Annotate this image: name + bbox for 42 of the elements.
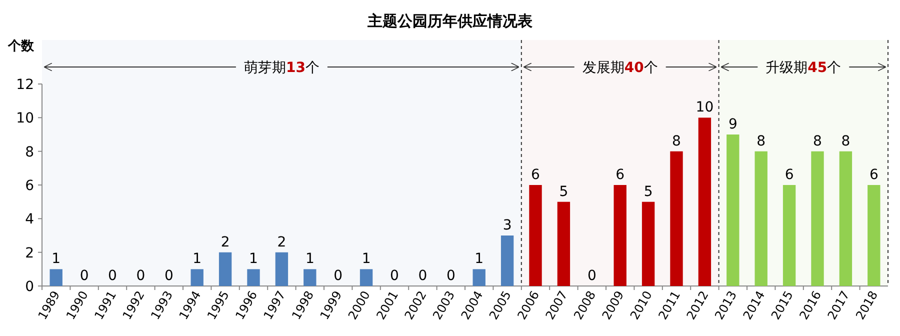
y-tick-label: 6 — [25, 178, 34, 194]
data-label: 8 — [841, 133, 850, 150]
data-label: 1 — [362, 251, 371, 268]
data-label: 0 — [164, 268, 174, 284]
y-axis-title: 个数 — [7, 39, 35, 54]
band-label: 萌芽期13个 — [244, 60, 320, 76]
band-label: 升级期45个 — [766, 60, 842, 76]
data-label: 10 — [696, 100, 714, 116]
y-tick-label: 8 — [25, 144, 34, 160]
data-label: 6 — [784, 167, 794, 183]
data-label: 9 — [728, 116, 738, 132]
data-label: 0 — [390, 268, 399, 284]
data-label: 0 — [446, 268, 456, 284]
data-label: 5 — [644, 184, 653, 200]
data-label: 0 — [418, 268, 428, 284]
data-label: 8 — [756, 133, 766, 150]
y-tick-label: 2 — [25, 245, 34, 262]
data-label: 0 — [136, 268, 146, 284]
data-label: 1 — [192, 251, 202, 268]
y-tick-label: 10 — [16, 110, 34, 127]
data-label: 6 — [616, 167, 625, 183]
chart-title: 主题公园历年供应情况表 — [366, 12, 534, 30]
data-label: 1 — [474, 251, 484, 268]
band-label: 发展期40个 — [582, 60, 658, 76]
y-tick-label: 12 — [16, 77, 34, 93]
data-label: 0 — [587, 268, 596, 284]
data-label: 1 — [52, 251, 61, 268]
data-label: 2 — [220, 234, 230, 250]
data-label: 0 — [108, 268, 117, 284]
data-label: 8 — [672, 133, 681, 150]
data-label: 1 — [249, 251, 258, 268]
y-tick-label: 4 — [25, 212, 34, 228]
data-label: 2 — [277, 234, 286, 250]
y-tick-label: 0 — [25, 279, 34, 295]
data-label: 0 — [80, 268, 89, 284]
data-label: 3 — [502, 218, 512, 234]
data-label: 5 — [559, 184, 568, 200]
data-label: 6 — [869, 167, 878, 183]
data-label: 8 — [813, 133, 822, 150]
data-label: 1 — [305, 251, 314, 268]
data-label: 6 — [531, 167, 540, 183]
data-label: 0 — [334, 268, 343, 284]
